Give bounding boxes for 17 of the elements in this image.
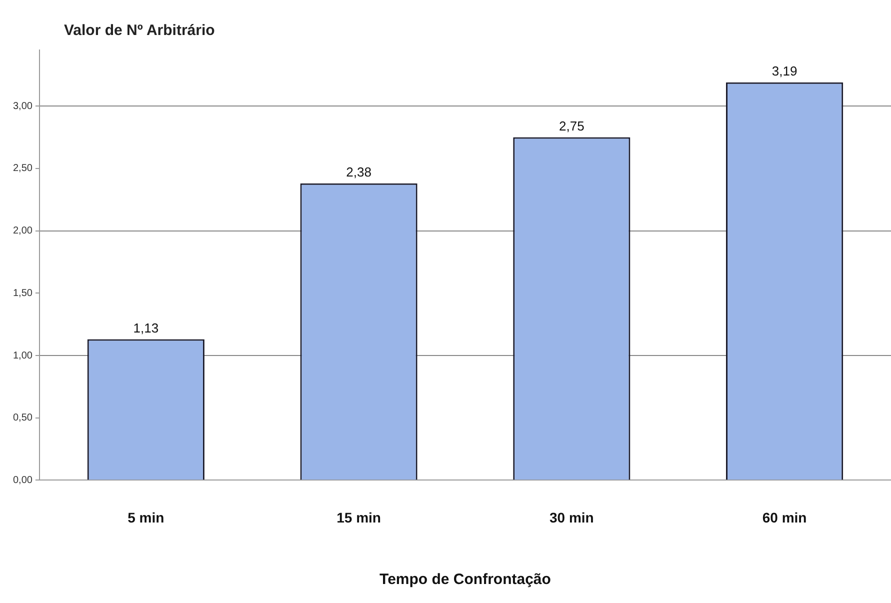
y-tick-label: 1,50 <box>12 288 33 299</box>
x-tick-label: 30 min <box>549 509 594 526</box>
data-label: 2,38 <box>346 164 372 180</box>
y-axis-title: Valor de Nº Arbitrário <box>64 22 215 39</box>
data-label: 3,19 <box>772 64 798 78</box>
x-axis-title: Tempo de Confrontação <box>380 571 551 588</box>
data-label: 1,13 <box>133 320 159 336</box>
y-tick-label: 0,00 <box>12 474 33 486</box>
x-tick-label: 15 min <box>336 509 381 526</box>
x-tick-label: 5 min <box>128 509 164 526</box>
y-tick-label: 0,50 <box>12 412 33 424</box>
y-tick-label: 2,50 <box>12 163 33 174</box>
data-label: 2,75 <box>559 118 584 134</box>
x-tick-label: 60 min <box>762 509 807 526</box>
y-tick-label: 3,00 <box>12 100 33 112</box>
y-tick-label: 1,00 <box>12 350 33 362</box>
y-tick-label: 2,00 <box>12 226 33 237</box>
